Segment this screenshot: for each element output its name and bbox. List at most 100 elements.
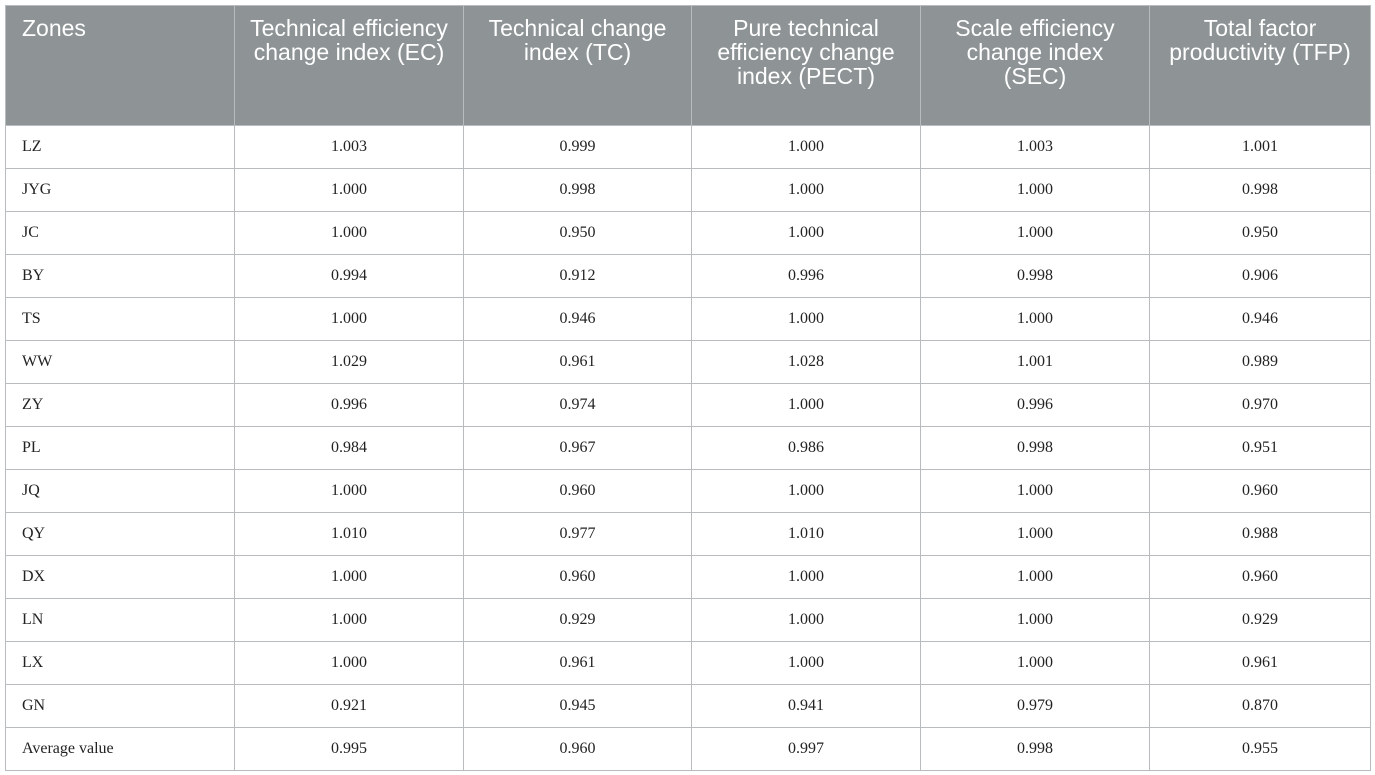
value-cell: 1.000 [920,168,1150,212]
table-body: LZ 1.003 0.999 1.000 1.003 1.001 JYG 1.000 0.998… [5,125,1371,771]
value-cell: 0.960 [1149,469,1371,513]
value-cell: 1.000 [234,211,464,255]
value-cell: 1.000 [691,641,921,685]
value-cell: 1.000 [234,641,464,685]
table-row: GN 0.921 0.945 0.941 0.979 0.870 [5,684,1371,728]
value-cell: 0.998 [920,254,1150,298]
value-cell: 1.000 [234,297,464,341]
zone-cell: LN [5,598,235,642]
value-cell: 0.960 [463,727,692,771]
value-cell: 1.000 [691,598,921,642]
zone-cell: LX [5,641,235,685]
table-row: ZY 0.996 0.974 1.000 0.996 0.970 [5,383,1371,427]
table-row: JYG 1.000 0.998 1.000 1.000 0.998 [5,168,1371,212]
value-cell: 1.000 [691,555,921,599]
value-cell: 0.951 [1149,426,1371,470]
table-row: BY 0.994 0.912 0.996 0.998 0.906 [5,254,1371,298]
zone-cell: LZ [5,125,235,169]
value-cell: 0.994 [234,254,464,298]
value-cell: 1.000 [691,297,921,341]
data-table: Zones Technical efficiency change index (… [5,5,1371,771]
header-cell: Technical efficiency change index (EC) [234,5,464,126]
value-cell: 0.977 [463,512,692,556]
table-row: TS 1.000 0.946 1.000 1.000 0.946 [5,297,1371,341]
table-row: LN 1.000 0.929 1.000 1.000 0.929 [5,598,1371,642]
zone-cell: JQ [5,469,235,513]
value-cell: 1.000 [920,512,1150,556]
value-cell: 1.000 [234,555,464,599]
value-cell: 1.000 [234,168,464,212]
value-cell: 1.000 [920,211,1150,255]
value-cell: 0.989 [1149,340,1371,384]
zone-cell: DX [5,555,235,599]
value-cell: 1.003 [234,125,464,169]
value-cell: 0.996 [920,383,1150,427]
value-cell: 1.000 [691,469,921,513]
value-cell: 0.955 [1149,727,1371,771]
table-row: JC 1.000 0.950 1.000 1.000 0.950 [5,211,1371,255]
value-cell: 0.950 [463,211,692,255]
table-row: LX 1.000 0.961 1.000 1.000 0.961 [5,641,1371,685]
header-cell: Scale efficiency change index (SEC) [920,5,1150,126]
value-cell: 1.010 [234,512,464,556]
zone-cell: JYG [5,168,235,212]
value-cell: 1.028 [691,340,921,384]
value-cell: 0.998 [463,168,692,212]
header-cell: Zones [5,5,235,126]
value-cell: 0.996 [234,383,464,427]
header-row: Zones Technical efficiency change index (… [5,5,1371,126]
value-cell: 0.998 [920,426,1150,470]
zone-cell: PL [5,426,235,470]
value-cell: 0.929 [1149,598,1371,642]
table-row: PL 0.984 0.967 0.986 0.998 0.951 [5,426,1371,470]
value-cell: 0.999 [463,125,692,169]
value-cell: 0.921 [234,684,464,728]
header-cell: Technical change index (TC) [463,5,692,126]
value-cell: 1.000 [234,469,464,513]
zone-cell: WW [5,340,235,384]
value-cell: 1.000 [691,125,921,169]
value-cell: 1.010 [691,512,921,556]
value-cell: 0.941 [691,684,921,728]
value-cell: 1.029 [234,340,464,384]
zone-cell: TS [5,297,235,341]
value-cell: 0.998 [1149,168,1371,212]
value-cell: 0.870 [1149,684,1371,728]
value-cell: 0.945 [463,684,692,728]
value-cell: 1.000 [691,168,921,212]
value-cell: 0.946 [1149,297,1371,341]
value-cell: 0.960 [1149,555,1371,599]
value-cell: 0.929 [463,598,692,642]
value-cell: 0.950 [1149,211,1371,255]
header-cell: Pure technical efficiency change index (… [691,5,921,126]
value-cell: 0.986 [691,426,921,470]
value-cell: 1.000 [920,641,1150,685]
value-cell: 1.000 [920,297,1150,341]
value-cell: 1.003 [920,125,1150,169]
value-cell: 0.998 [920,727,1150,771]
zone-cell: BY [5,254,235,298]
table-container: Zones Technical efficiency change index (… [5,5,1371,771]
value-cell: 0.984 [234,426,464,470]
table-row: JQ 1.000 0.960 1.000 1.000 0.960 [5,469,1371,513]
value-cell: 0.961 [1149,641,1371,685]
zone-cell: GN [5,684,235,728]
value-cell: 1.000 [920,555,1150,599]
value-cell: 1.000 [691,383,921,427]
value-cell: 0.996 [691,254,921,298]
value-cell: 0.995 [234,727,464,771]
table-row: Average value 0.995 0.960 0.997 0.998 0.955 [5,727,1371,771]
table-row: DX 1.000 0.960 1.000 1.000 0.960 [5,555,1371,599]
value-cell: 0.960 [463,555,692,599]
zone-cell: JC [5,211,235,255]
value-cell: 0.979 [920,684,1150,728]
value-cell: 1.001 [920,340,1150,384]
value-cell: 0.912 [463,254,692,298]
value-cell: 0.997 [691,727,921,771]
zone-cell: Average value [5,727,235,771]
value-cell: 0.946 [463,297,692,341]
table-row: LZ 1.003 0.999 1.000 1.003 1.001 [5,125,1371,169]
value-cell: 1.001 [1149,125,1371,169]
value-cell: 0.906 [1149,254,1371,298]
